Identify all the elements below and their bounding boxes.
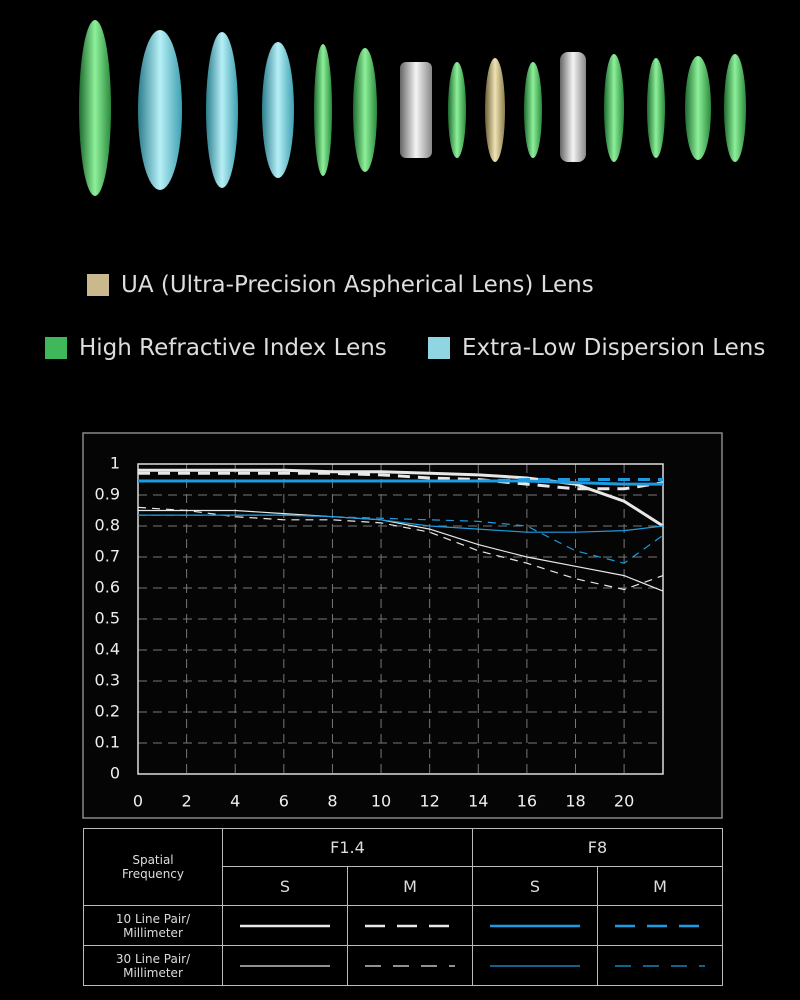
key-cell [222, 945, 348, 986]
legend-swatch [428, 337, 450, 359]
y-tick-label: 0.5 [95, 609, 120, 628]
x-tick-label: 4 [230, 792, 240, 811]
direction-cell: S [222, 866, 348, 906]
x-tick-label: 8 [327, 792, 337, 811]
key-cell [347, 945, 473, 986]
key-cell [472, 945, 598, 986]
key-swatch [365, 965, 455, 967]
lens [79, 20, 111, 196]
lens [604, 54, 624, 162]
series-line [138, 478, 663, 483]
lens [353, 48, 377, 172]
key-swatch [615, 924, 705, 928]
line-key-table: Spatial Frequency F1.4 F8 S M S M 10 Lin… [83, 828, 723, 986]
y-tick-label: 0.7 [95, 547, 120, 566]
legend-item: High Refractive Index Lens [45, 335, 387, 361]
aperture-cell: F1.4 [222, 828, 473, 867]
lens-illustration [79, 20, 746, 196]
legend-swatch [87, 274, 109, 296]
chart: 00.10.20.30.40.50.60.70.80.910 2 4 6 8 10 12 14… [82, 432, 723, 819]
row-label: 30 Line Pair/ Millimeter [83, 945, 223, 986]
key-swatch [240, 965, 330, 967]
key-cell [347, 905, 473, 946]
chart-frame [82, 432, 723, 819]
y-tick-label: 0.1 [95, 733, 120, 752]
legend-item: Extra-Low Dispersion Lens [428, 335, 765, 361]
lens [524, 62, 542, 158]
y-tick-label: 0.3 [95, 671, 120, 690]
lens [685, 56, 711, 160]
y-tick-label: 1 [110, 454, 120, 473]
aperture-cell: F8 [472, 828, 723, 867]
legend-label: Extra-Low Dispersion Lens [462, 335, 766, 361]
key-swatch [240, 924, 330, 928]
key-swatch [490, 924, 580, 928]
lens [314, 44, 332, 176]
key-cell [597, 945, 723, 986]
series-line [138, 468, 664, 528]
legend-label: High Refractive Index Lens [79, 335, 387, 361]
lens [400, 62, 432, 158]
x-tick-label: 6 [279, 792, 289, 811]
series-line [138, 509, 664, 592]
key-swatch [490, 965, 580, 967]
plot-frame [137, 463, 664, 775]
key-cell [597, 905, 723, 946]
key-cell [222, 905, 348, 946]
x-tick-label: 16 [517, 792, 537, 811]
lens [724, 54, 746, 162]
series-line [138, 471, 664, 491]
header-label: Spatial Frequency [122, 853, 184, 881]
lens [485, 58, 505, 162]
x-tick-label: 14 [468, 792, 488, 811]
legend-swatch [45, 337, 67, 359]
lens [448, 62, 466, 158]
direction-cell: M [347, 866, 473, 906]
key-swatch [365, 924, 455, 928]
lens [647, 58, 665, 158]
y-tick-label: 0.8 [95, 516, 120, 535]
x-tick-label: 18 [565, 792, 585, 811]
y-tick-label: 0.2 [95, 702, 120, 721]
x-tick-label: 10 [371, 792, 391, 811]
row-label-text: 30 Line Pair/ Millimeter [115, 951, 191, 980]
x-tick-label: 2 [182, 792, 192, 811]
y-tick-label: 0 [110, 764, 120, 783]
x-tick-label: 20 [614, 792, 634, 811]
series-line [138, 514, 664, 564]
lens [560, 52, 586, 162]
header-cell: Spatial Frequency [83, 828, 223, 906]
row-label-text: 10 Line Pair/ Millimeter [115, 911, 191, 940]
direction-cell: S [472, 866, 598, 906]
key-swatch [615, 965, 705, 967]
row-label: 10 Line Pair/ Millimeter [83, 905, 223, 946]
key-cell [472, 905, 598, 946]
y-tick-label: 0.9 [95, 485, 120, 504]
x-tick-label: 12 [419, 792, 439, 811]
legend-label: UA (Ultra-Precision Aspherical Lens) Len… [121, 272, 594, 298]
y-tick-label: 0.4 [95, 640, 120, 659]
lens [138, 30, 182, 190]
x-tick-label: 0 [133, 792, 143, 811]
lens [262, 42, 294, 178]
y-tick-label: 0.6 [95, 578, 120, 597]
legend-item: UA (Ultra-Precision Aspherical Lens) Len… [87, 272, 594, 298]
direction-cell: M [597, 866, 723, 906]
lens [206, 32, 238, 188]
